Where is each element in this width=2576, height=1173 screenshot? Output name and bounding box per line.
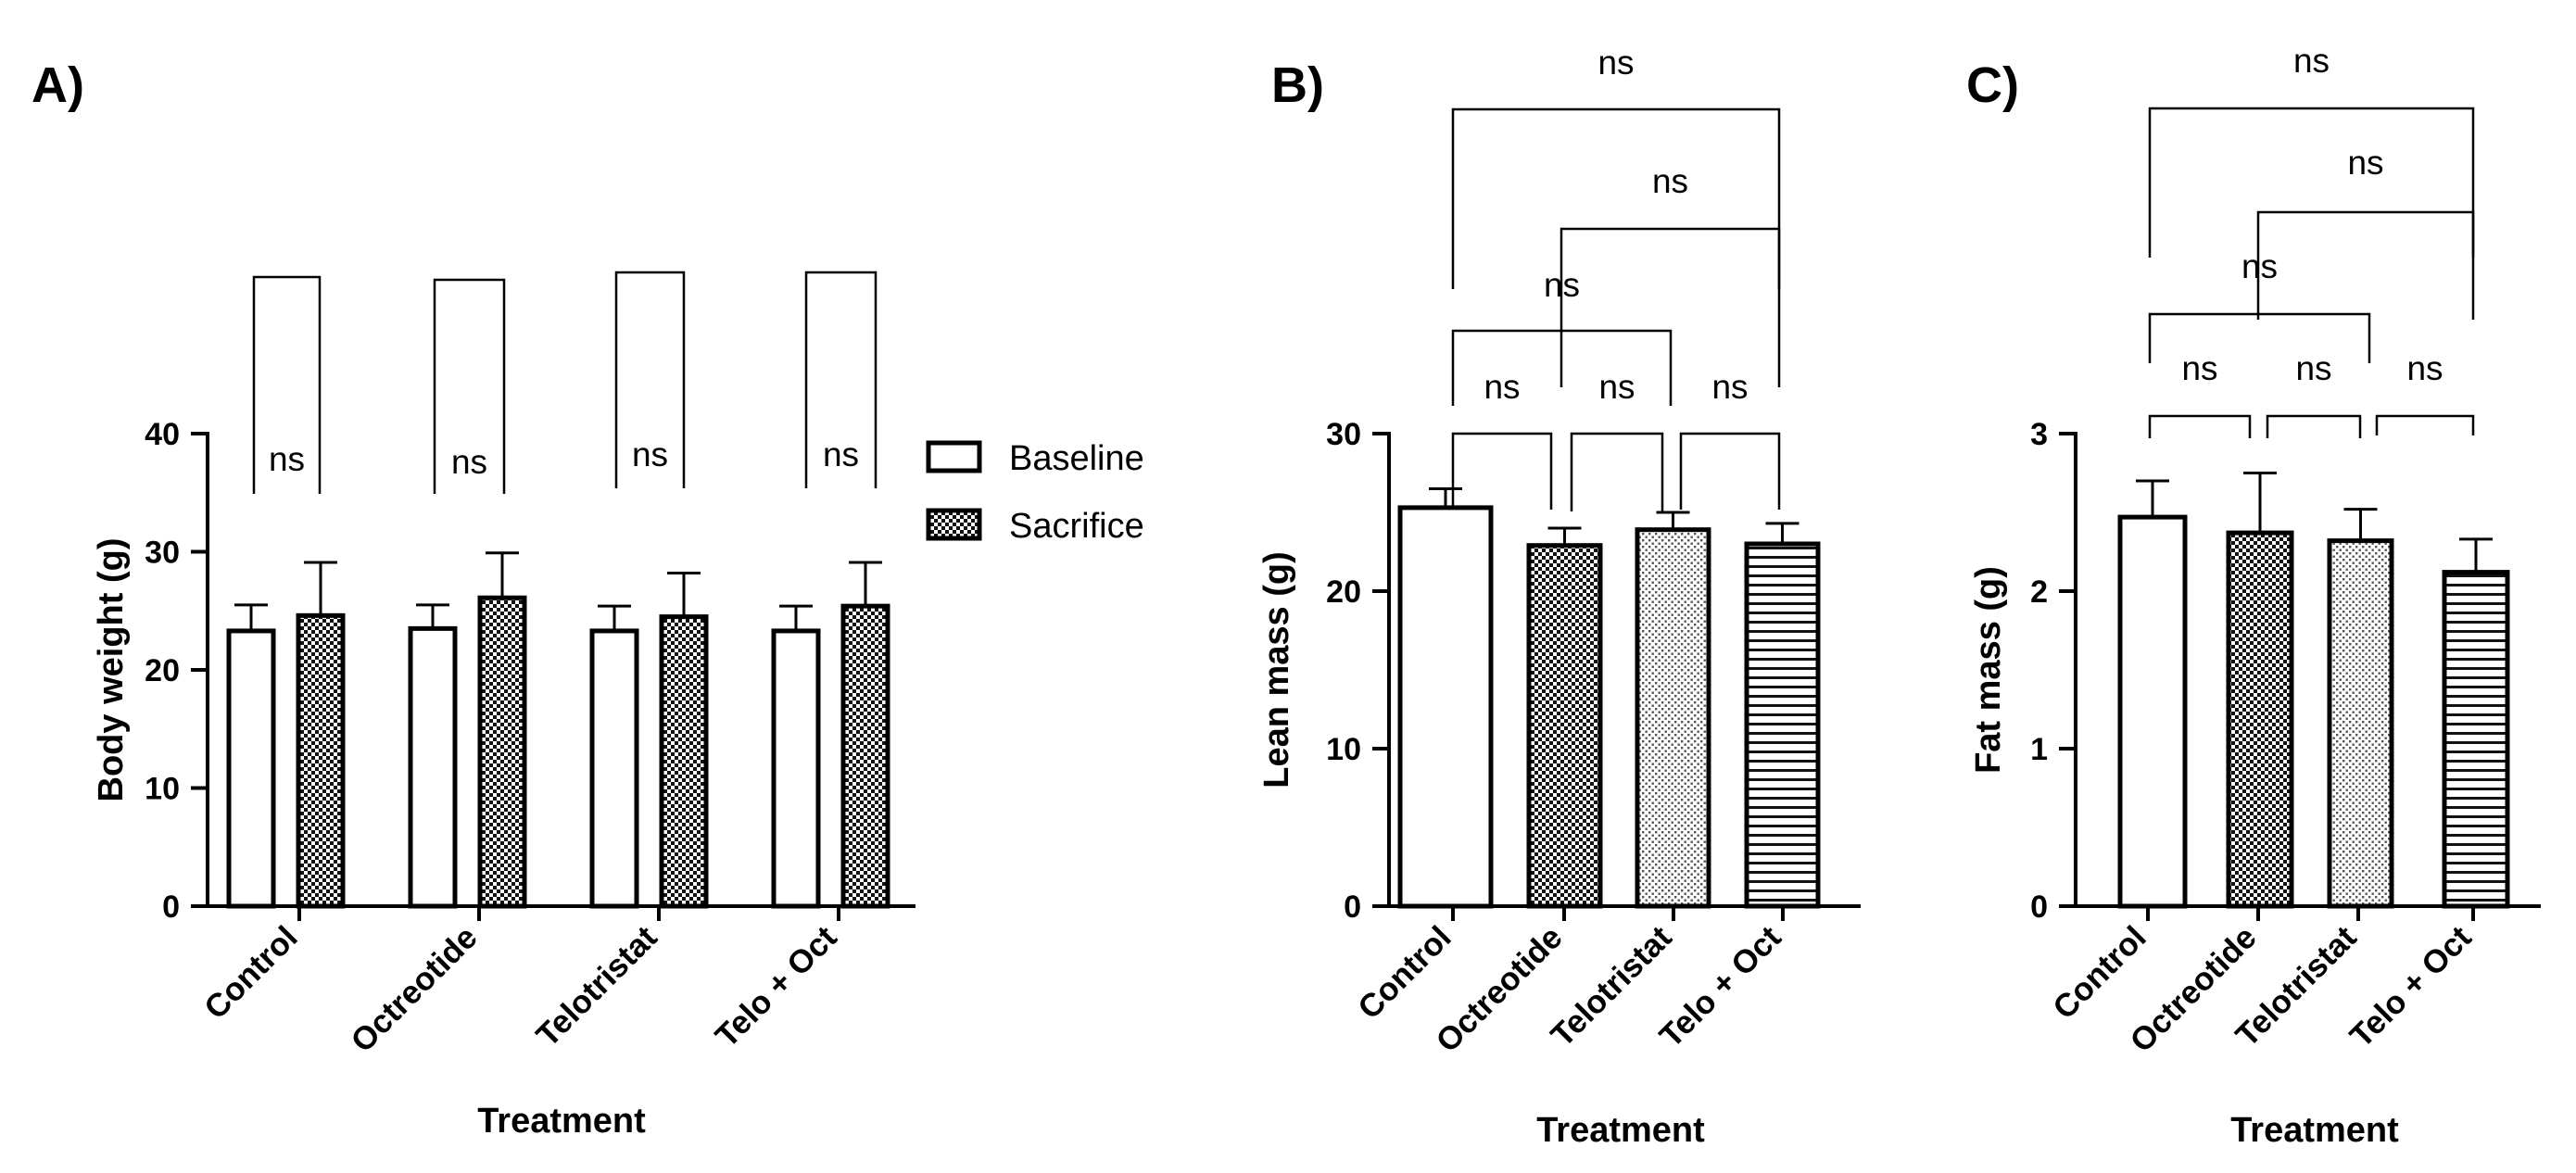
panel-a-y-tick-label: 30	[145, 536, 180, 571]
panel-c-significance-bracket	[2148, 312, 2371, 363]
panel-b-y-tick-label: 10	[1326, 732, 1361, 767]
panel-c-bar-telotristat	[2327, 538, 2394, 909]
panel-b-bar-octreotide	[1526, 543, 1603, 909]
panel-c-y-tick-label: 2	[2030, 574, 2048, 610]
panel-a-significance-label: ns	[632, 435, 668, 473]
panel-c-significance-label: ns	[2181, 349, 2217, 387]
panel-c-label: C)	[1966, 57, 2019, 113]
panel-c-significance-label: ns	[2293, 42, 2330, 80]
panel-c-significance-label: ns	[2347, 144, 2383, 182]
panel-c-y-tick-label: 3	[2030, 417, 2048, 452]
panel-b-y-axis-label: Lean mass (g)	[1257, 551, 1296, 788]
panel-c-bar-control	[2117, 514, 2188, 909]
panel-a-bar-control-sacrifice	[296, 612, 346, 909]
panel-a-bar-telo-oct-sacrifice	[840, 603, 890, 909]
panel-b-significance-bracket	[1570, 432, 1664, 511]
panel-a-significance-bracket	[252, 275, 322, 494]
panel-a-bar-control-baseline	[226, 628, 276, 909]
panel-b-significance-bracket	[1679, 432, 1781, 510]
panel-a-y-tick-label: 40	[145, 417, 180, 452]
panel-a-y-tick-label: 10	[145, 772, 180, 807]
panel-c-significance-label: ns	[2241, 247, 2278, 285]
panel-c-y-tick-label: 0	[2030, 889, 2048, 925]
panel-a-significance-bracket	[804, 271, 878, 488]
panel-a-significance-bracket	[433, 278, 506, 494]
panel-b-bar-control	[1397, 505, 1494, 909]
panel-a-legend-swatch-sacrifice	[926, 508, 982, 541]
panel-b-significance-label: ns	[1484, 368, 1520, 406]
panel-b-bar-telo-oct	[1744, 541, 1821, 909]
panel-a-legend-swatch-baseline	[926, 440, 982, 473]
panel-b-significance-label: ns	[1598, 368, 1635, 406]
panel-c-significance-label: ns	[2406, 349, 2443, 387]
panel-c-significance-bracket	[2148, 107, 2475, 258]
panel-c-bar-octreotide	[2226, 530, 2294, 909]
panel-c-significance-bracket	[2266, 414, 2362, 438]
panel-a-x-axis-label: Treatment	[477, 1102, 646, 1141]
panel-a-bar-octreotide-baseline	[408, 625, 458, 909]
panel-c-significance-bracket	[2256, 210, 2475, 320]
panel-a-x-tick-label: Control	[197, 919, 305, 1027]
panel-c-x-tick-label: Telo + Oct	[2343, 919, 2479, 1054]
panel-b-significance-bracket	[1559, 227, 1781, 387]
panel-a-y-axis-label: Body weight (g)	[92, 538, 131, 802]
panel-b-significance-label: ns	[1711, 368, 1748, 406]
panel-b-significance-label: ns	[1597, 44, 1634, 82]
panel-b-significance-label: ns	[1652, 162, 1688, 200]
panel-a-bar-octreotide-sacrifice	[477, 595, 527, 909]
panel-b-y-tick-label: 30	[1326, 417, 1361, 452]
panel-a-significance-label: ns	[823, 435, 859, 473]
panel-c-significance-bracket	[2148, 414, 2252, 438]
panel-a-significance-label: ns	[269, 440, 305, 478]
panel-a-bar-telotristat-sacrifice	[659, 614, 709, 909]
panel-a-y-tick-label: 20	[145, 653, 180, 688]
panel-c-bar-telo-oct	[2442, 570, 2510, 909]
panel-a-y-tick-label: 0	[162, 889, 180, 925]
panel-b-x-axis-label: Treatment	[1536, 1111, 1705, 1150]
panel-a-legend-label-sacrifice: Sacrifice	[1009, 507, 1144, 546]
panel-c-x-axis-label: Treatment	[2230, 1111, 2399, 1150]
panel-a-x-tick-label: Octreotide	[344, 919, 484, 1059]
panel-c-y-tick-label: 1	[2030, 732, 2048, 767]
panel-b-y-tick-label: 20	[1326, 574, 1361, 610]
panel-a-x-tick-label: Telotristat	[529, 919, 664, 1054]
panel-a-bar-telo-oct-baseline	[771, 628, 821, 909]
panel-a-legend-label-baseline: Baseline	[1009, 439, 1144, 478]
panel-a-significance-bracket	[614, 271, 686, 488]
panel-c-y-axis-label: Fat mass (g)	[1969, 566, 2008, 774]
panel-b-significance-bracket	[1451, 432, 1553, 510]
panel-c-significance-bracket	[2375, 414, 2475, 435]
panel-a-x-tick-label: Telo + Oct	[709, 919, 844, 1054]
panel-a-label: A)	[32, 57, 84, 113]
panel-c-significance-label: ns	[2295, 349, 2331, 387]
panel-b-label: B)	[1271, 57, 1324, 113]
panel-b-y-tick-label: 0	[1344, 889, 1361, 925]
panel-b-x-tick-label: Control	[1351, 919, 1458, 1027]
panel-b-bar-telotristat	[1635, 527, 1711, 909]
panel-a-bar-telotristat-baseline	[589, 628, 639, 909]
panel-b-significance-bracket	[1451, 107, 1781, 289]
panel-c-x-tick-label: Control	[2046, 919, 2153, 1027]
panel-a-significance-label: ns	[451, 443, 487, 481]
